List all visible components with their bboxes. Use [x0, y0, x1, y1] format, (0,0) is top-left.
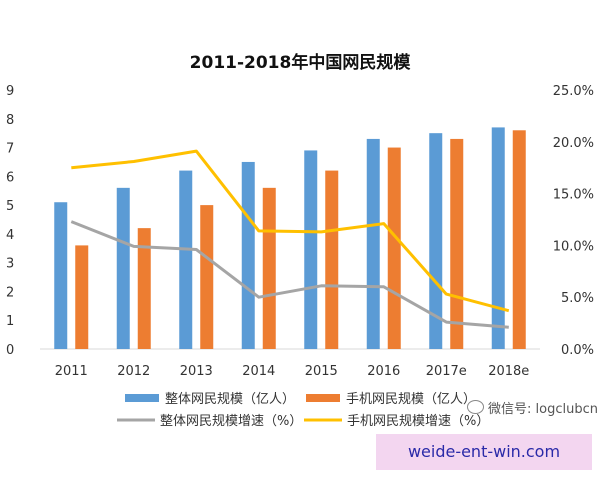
bar-total — [429, 133, 443, 349]
x-tick-label: 2014 — [242, 364, 275, 379]
bar-mobile — [137, 228, 151, 349]
bar-total — [241, 161, 255, 349]
legend-label: 手机网民规模（亿人） — [346, 392, 476, 407]
y-right-tick-label: 0.0% — [561, 343, 594, 358]
x-tick-label: 2017e — [426, 364, 467, 379]
y-left-tick-label: 7 — [6, 142, 14, 157]
bar-mobile — [512, 130, 526, 349]
chart-title: 2011-2018年中国网民规模 — [189, 53, 411, 73]
y-right-tick-label: 20.0% — [553, 136, 594, 151]
bar-mobile — [262, 187, 276, 349]
bar-total — [366, 138, 380, 349]
x-tick-label: 2016 — [367, 364, 400, 379]
line-mobile-growth — [71, 149, 510, 313]
site-label: weide-ent-win.com — [407, 442, 561, 461]
y-left-tick-label: 1 — [6, 314, 14, 329]
legend-label: 整体网民规模增速（%） — [160, 414, 302, 429]
bar-mobile — [75, 245, 89, 349]
bar-total — [491, 127, 505, 350]
y-right-tick-label: 10.0% — [553, 239, 594, 254]
y-right-tick-label: 25.0% — [553, 84, 594, 99]
bar-mobile — [325, 170, 339, 349]
y-left-tick-label: 8 — [6, 113, 14, 128]
bar-mobile — [450, 138, 464, 349]
bar-total — [116, 187, 130, 349]
y-left-tick-label: 5 — [6, 199, 14, 214]
bar-mobile — [200, 205, 214, 349]
y-left-tick-label: 9 — [6, 84, 14, 99]
legend-swatch — [125, 394, 159, 402]
x-tick-label: 2011 — [55, 364, 88, 379]
y-left-tick-label: 2 — [6, 285, 14, 300]
legend-label: 手机网民规模增速（%） — [347, 414, 489, 429]
bar-total — [179, 170, 193, 349]
site-label-box: weide-ent-win.com — [376, 434, 592, 470]
bar-mobile — [387, 147, 401, 349]
y-left-tick-label: 6 — [6, 170, 14, 185]
watermark: 微信号: logclubcn — [467, 398, 598, 417]
bar-total — [304, 150, 318, 349]
watermark-text: 微信号: logclubcn — [488, 402, 598, 417]
line-total-growth — [70, 220, 509, 329]
wechat-icon — [467, 400, 484, 414]
bar-total — [54, 202, 68, 349]
y-left-tick-label: 4 — [6, 228, 14, 243]
x-tick-label: 2018e — [488, 364, 529, 379]
x-tick-label: 2013 — [180, 364, 213, 379]
y-left-tick-label: 0 — [6, 343, 14, 358]
y-left-tick-label: 3 — [6, 257, 14, 272]
x-tick-label: 2015 — [305, 364, 338, 379]
legend-label: 整体网民规模（亿人） — [165, 392, 295, 407]
legend-swatch — [306, 394, 340, 402]
y-right-tick-label: 15.0% — [553, 188, 594, 203]
x-tick-label: 2012 — [117, 364, 150, 379]
y-right-tick-label: 5.0% — [561, 291, 594, 306]
